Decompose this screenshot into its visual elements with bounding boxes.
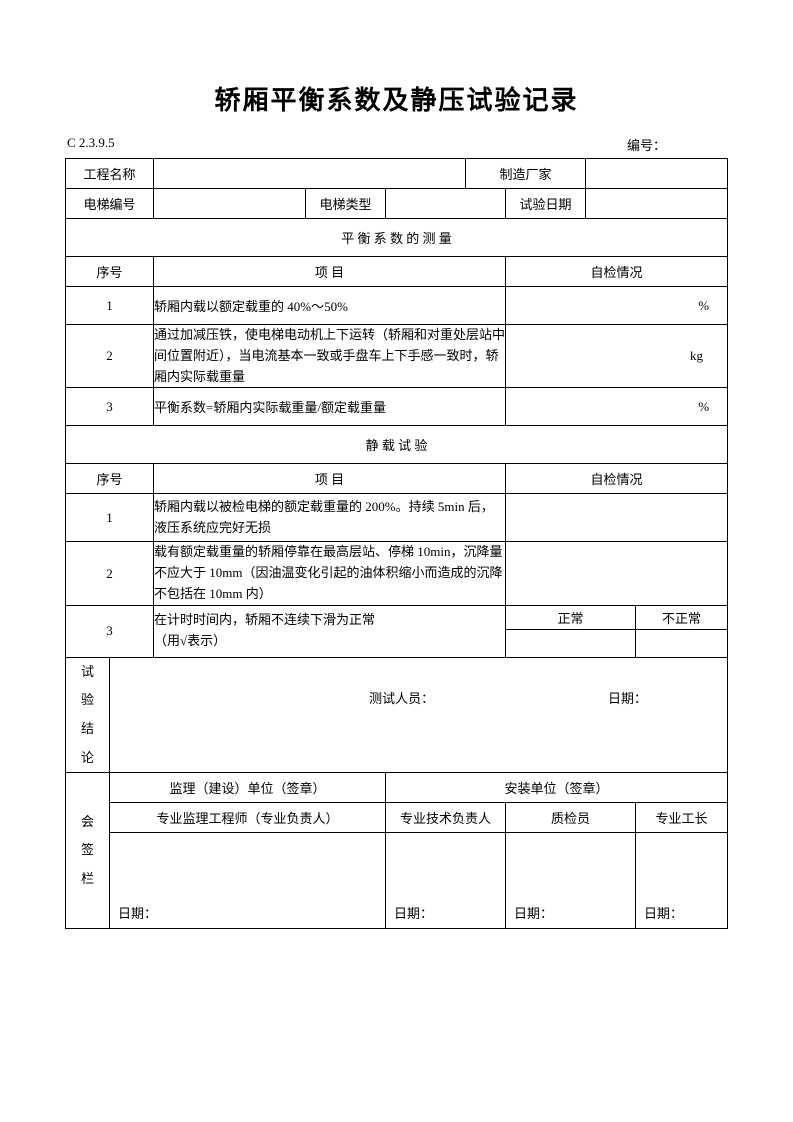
section1-title-row: 平 衡 系 数 的 测 量 xyxy=(66,219,728,257)
form-code: C 2.3.9.5 xyxy=(67,135,115,154)
tech-leader-label: 专业技术负责人 xyxy=(386,803,506,833)
s2-item-2: 载有额定载重量的轿厢停靠在最高层站、停梯 10min，沉降量不应大于 10mm（… xyxy=(154,542,506,605)
meta-row: C 2.3.9.5 编号： xyxy=(65,135,728,154)
s2-col-seq: 序号 xyxy=(66,464,154,494)
elevator-type-label: 电梯类型 xyxy=(306,189,386,219)
sign-cell-4[interactable] xyxy=(636,833,728,903)
foreman-label: 专业工长 xyxy=(636,803,728,833)
section2-header: 序号 项 目 自检情况 xyxy=(66,464,728,494)
s1-item-1: 轿厢内载以额定载重的 40%～50% xyxy=(154,287,506,325)
s2-seq-2: 2 xyxy=(66,542,154,605)
sign-date-row: 日期： 日期： 日期： 日期： xyxy=(66,903,728,929)
supervision-engineer-label: 专业监理工程师（专业负责人） xyxy=(110,803,386,833)
s2-row-3a: 3 在计时时间内，轿厢不连续下滑为正常 （用√表示） 正常 不正常 xyxy=(66,605,728,629)
s1-col-check: 自检情况 xyxy=(506,257,728,287)
s1-seq-2: 2 xyxy=(66,325,154,388)
conclusion-cell[interactable]: 测试人员： 日期： xyxy=(110,657,728,772)
s2-seq-3: 3 xyxy=(66,605,154,657)
sign-date-2[interactable]: 日期： xyxy=(386,903,506,929)
manufacturer-value[interactable] xyxy=(586,159,728,189)
sign-cell-2[interactable] xyxy=(386,833,506,903)
s2-seq-1: 1 xyxy=(66,494,154,542)
sign-label: 会签栏 xyxy=(66,773,110,929)
abnormal-check[interactable] xyxy=(636,629,728,657)
sign-cell-1[interactable] xyxy=(110,833,386,903)
conclusion-row: 试验结论 测试人员： 日期： xyxy=(66,657,728,772)
sign-role-row: 专业监理工程师（专业负责人） 专业技术负责人 质检员 专业工长 xyxy=(66,803,728,833)
elevator-no-label: 电梯编号 xyxy=(66,189,154,219)
s2-check-1[interactable] xyxy=(506,494,728,542)
conclusion-label: 试验结论 xyxy=(66,657,110,772)
s1-col-item: 项 目 xyxy=(154,257,506,287)
s2-row-1: 1 轿厢内载以被检电梯的额定载重量的 200%。持续 5min 后，液压系统应完… xyxy=(66,494,728,542)
project-name-label: 工程名称 xyxy=(66,159,154,189)
unit-percent-2: % xyxy=(698,399,709,415)
sign-blank-row xyxy=(66,833,728,903)
serial-label: 编号： xyxy=(627,135,726,154)
s1-check-3[interactable]: % xyxy=(506,388,728,426)
s1-check-2[interactable]: kg xyxy=(506,325,728,388)
page: 轿厢平衡系数及静压试验记录 C 2.3.9.5 编号： 工程名称 制造厂家 电梯… xyxy=(0,0,793,1122)
section1-title: 平 衡 系 数 的 测 量 xyxy=(66,219,728,257)
page-title: 轿厢平衡系数及静压试验记录 xyxy=(65,80,728,117)
s1-seq-3: 3 xyxy=(66,388,154,426)
normal-check[interactable] xyxy=(506,629,636,657)
date-label-2: 日期： xyxy=(394,903,433,922)
test-date-label: 试验日期 xyxy=(506,189,586,219)
date-label-3: 日期： xyxy=(514,903,553,922)
qc-label: 质检员 xyxy=(506,803,636,833)
section2-title-row: 静 载 试 验 xyxy=(66,426,728,464)
s1-item-2: 通过加减压铁，使电梯电动机上下运转（轿厢和对重处层站中间位置附近），当电流基本一… xyxy=(154,325,506,388)
normal-label: 正常 xyxy=(506,605,636,629)
header-row-1: 工程名称 制造厂家 xyxy=(66,159,728,189)
elevator-type-value[interactable] xyxy=(386,189,506,219)
main-table: 工程名称 制造厂家 电梯编号 电梯类型 试验日期 平 衡 系 数 的 测 量 序… xyxy=(65,158,728,929)
s1-item-3: 平衡系数=轿厢内实际载重量/额定载重量 xyxy=(154,388,506,426)
s1-row-1: 1 轿厢内载以额定载重的 40%～50% % xyxy=(66,287,728,325)
date-label-4: 日期： xyxy=(644,903,683,922)
sign-cell-3[interactable] xyxy=(506,833,636,903)
s1-seq-1: 1 xyxy=(66,287,154,325)
install-unit-label: 安装单位（签章） xyxy=(386,773,728,803)
header-row-2: 电梯编号 电梯类型 试验日期 xyxy=(66,189,728,219)
sign-date-3[interactable]: 日期： xyxy=(506,903,636,929)
unit-kg: kg xyxy=(690,348,703,364)
sign-header-row: 会签栏 监理（建设）单位（签章） 安装单位（签章） xyxy=(66,773,728,803)
date-label-1: 日期： xyxy=(118,903,157,922)
manufacturer-label: 制造厂家 xyxy=(466,159,586,189)
s2-row-2: 2 载有额定载重量的轿厢停靠在最高层站、停梯 10min，沉降量不应大于 10m… xyxy=(66,542,728,605)
sign-date-4[interactable]: 日期： xyxy=(636,903,728,929)
s2-col-item: 项 目 xyxy=(154,464,506,494)
s1-check-1[interactable]: % xyxy=(506,287,728,325)
s2-check-2[interactable] xyxy=(506,542,728,605)
sign-date-1[interactable]: 日期： xyxy=(110,903,386,929)
unit-percent-1: % xyxy=(698,298,709,314)
conclusion-date-label: 日期： xyxy=(608,688,647,707)
elevator-no-value[interactable] xyxy=(154,189,306,219)
s2-col-check: 自检情况 xyxy=(506,464,728,494)
tester-label: 测试人员： xyxy=(369,688,434,707)
test-date-value[interactable] xyxy=(586,189,728,219)
section2-title: 静 载 试 验 xyxy=(66,426,728,464)
s1-col-seq: 序号 xyxy=(66,257,154,287)
section1-header: 序号 项 目 自检情况 xyxy=(66,257,728,287)
s1-row-2: 2 通过加减压铁，使电梯电动机上下运转（轿厢和对重处层站中间位置附近），当电流基… xyxy=(66,325,728,388)
s1-row-3: 3 平衡系数=轿厢内实际载重量/额定载重量 % xyxy=(66,388,728,426)
project-name-value[interactable] xyxy=(154,159,466,189)
supervision-unit-label: 监理（建设）单位（签章） xyxy=(110,773,386,803)
s2-item-1: 轿厢内载以被检电梯的额定载重量的 200%。持续 5min 后，液压系统应完好无… xyxy=(154,494,506,542)
s2-item-3: 在计时时间内，轿厢不连续下滑为正常 （用√表示） xyxy=(154,605,506,657)
abnormal-label: 不正常 xyxy=(636,605,728,629)
